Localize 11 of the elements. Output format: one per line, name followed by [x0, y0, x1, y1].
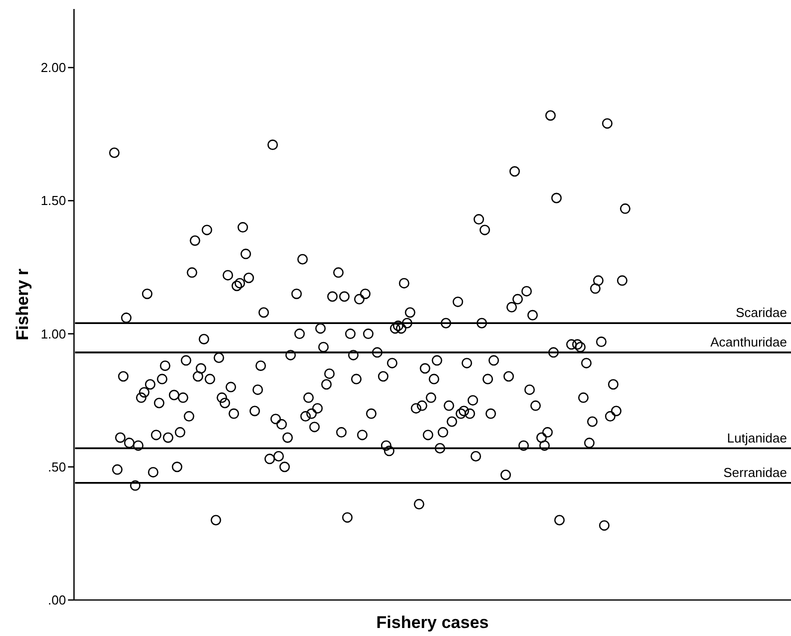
y-tick-label: .00 — [48, 592, 66, 608]
ref-line-label: Serranidae — [723, 464, 787, 480]
ref-line-label: Acanthuridae — [710, 334, 787, 350]
y-tick-label: 1.50 — [40, 193, 66, 208]
y-axis-title: Fishery r — [13, 268, 32, 340]
ref-line-label: Lutjanidae — [727, 430, 787, 446]
x-axis-title: Fishery cases — [376, 613, 489, 632]
y-tick-label: 1.00 — [40, 326, 66, 342]
y-tick-label: 2.00 — [40, 60, 66, 76]
ref-line-label: Scaridae — [736, 305, 787, 320]
y-tick-label: .50 — [48, 459, 66, 474]
